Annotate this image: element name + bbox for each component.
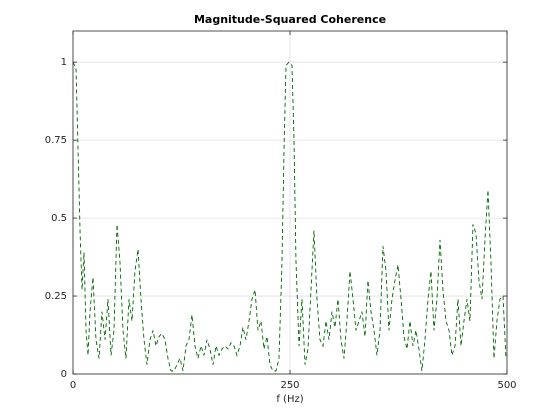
ticks: 0 0.25 0.5 0.75 1 0 250 500	[45, 31, 517, 391]
y-tick-label: 0.25	[45, 291, 67, 302]
x-axis-label: f (Hz)	[276, 394, 303, 405]
y-tick-label: 0.75	[45, 135, 67, 146]
y-tick-label: 0.5	[51, 213, 67, 224]
x-tick-label: 0	[70, 380, 76, 391]
y-tick-label: 1	[61, 57, 67, 68]
x-tick-label: 500	[497, 380, 516, 391]
chart-title: Magnitude-Squared Coherence	[194, 13, 386, 26]
y-tick-label: 0	[61, 369, 67, 380]
x-tick-label: 250	[280, 380, 299, 391]
